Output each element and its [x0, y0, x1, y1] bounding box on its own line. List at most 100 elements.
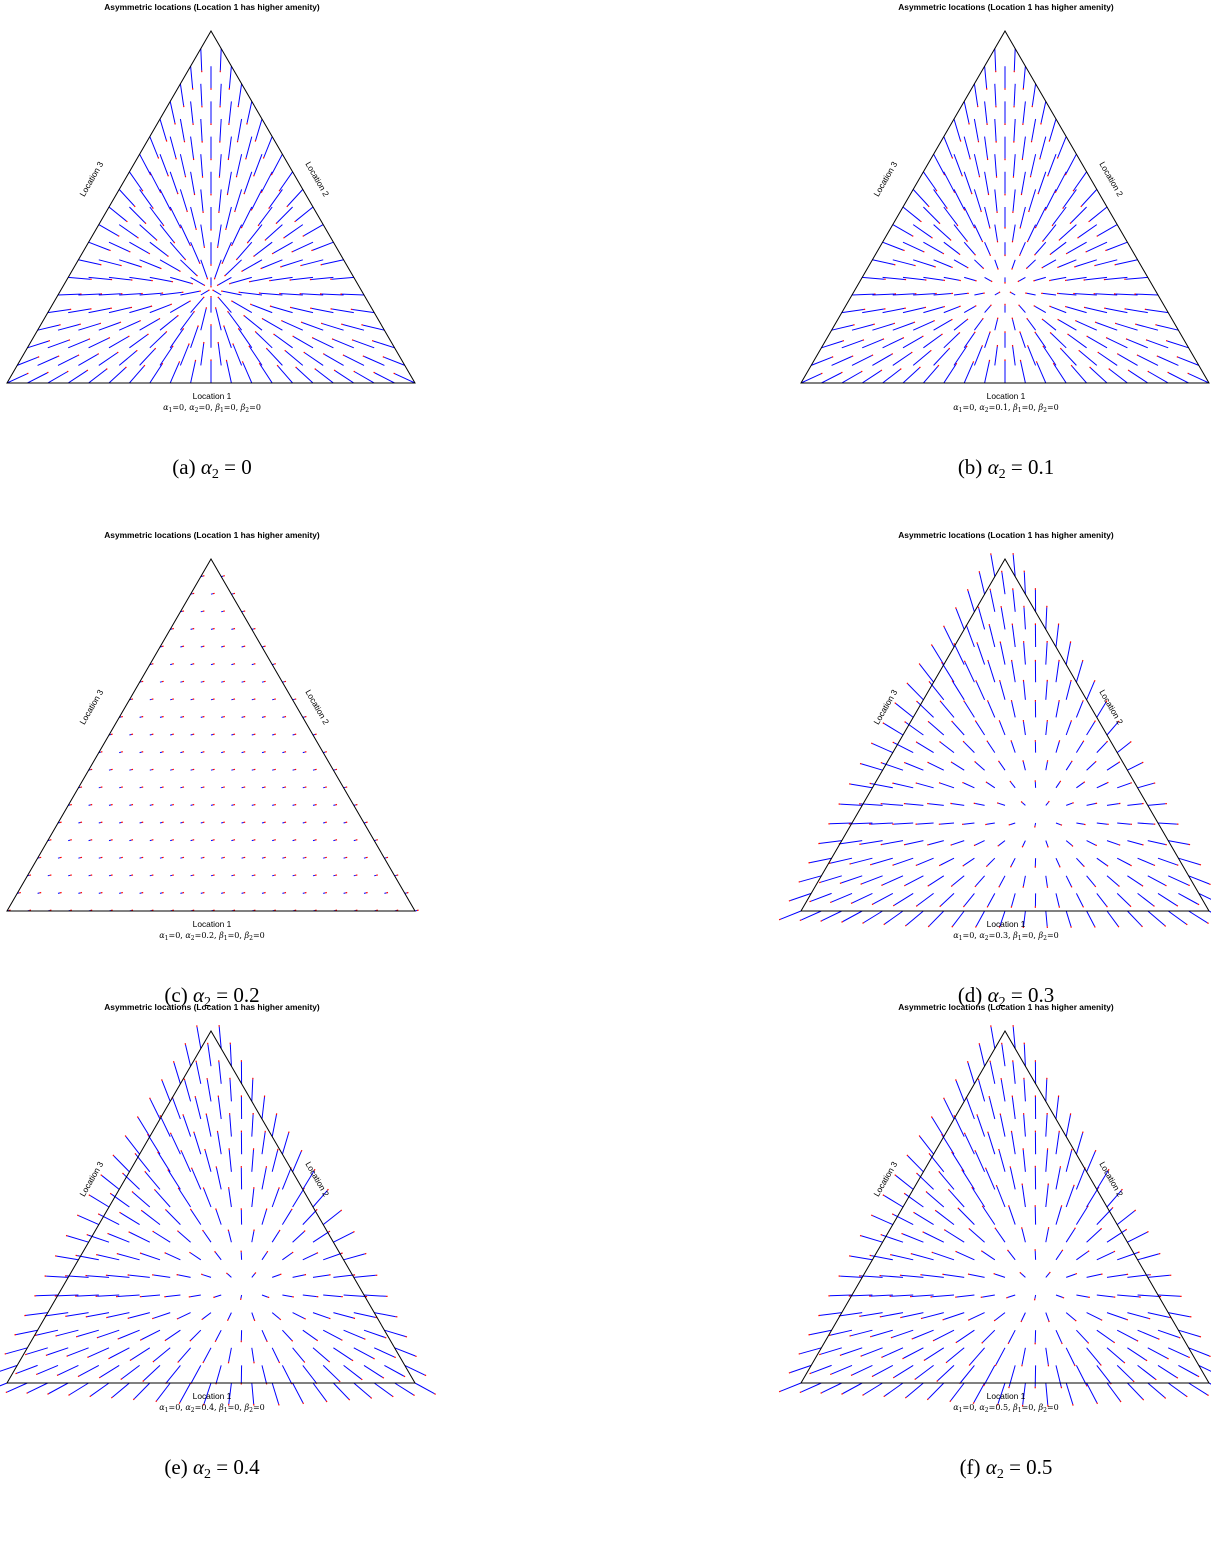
flow-vector-tip: [1157, 1338, 1160, 1340]
flow-vector: [89, 1195, 110, 1208]
flow-vector: [1178, 1329, 1200, 1337]
flow-vector: [809, 857, 832, 864]
flow-vector-tip: [1097, 351, 1100, 354]
flow-vector-tip: [974, 1150, 977, 1152]
flow-vector-tip: [1065, 305, 1067, 308]
simplex-triangle: [800, 558, 1210, 912]
flow-vector-tip: [951, 680, 954, 683]
flow-vector: [1076, 320, 1098, 331]
flow-vector-tip: [947, 1188, 950, 1192]
flow-vector: [221, 681, 224, 683]
flow-vector-tip: [958, 331, 961, 334]
flow-vector: [25, 1312, 48, 1316]
flow-vector: [893, 857, 914, 866]
flow-vector: [973, 189, 982, 211]
flow-vector: [1011, 701, 1016, 718]
flow-vector: [153, 1231, 171, 1243]
flow-vector: [159, 751, 163, 754]
flow-vector: [1078, 224, 1098, 238]
flow-vector: [190, 361, 196, 384]
flow-vector-tip: [913, 1211, 916, 1214]
flow-vector-tip: [424, 1374, 427, 1377]
flow-vector: [282, 857, 285, 859]
flow-vector-tip: [136, 1116, 139, 1119]
flow-vector: [109, 1347, 130, 1359]
flow-vector: [1198, 1364, 1211, 1372]
flow-vector: [292, 804, 295, 806]
flow-vector: [108, 276, 131, 281]
flow-vector-tip: [1156, 355, 1159, 358]
flow-vector: [1178, 1364, 1198, 1377]
flow-vector: [1167, 910, 1187, 925]
flow-vector-tip: [1034, 226, 1037, 229]
flow-vector: [261, 857, 265, 859]
flow-vector: [292, 1274, 305, 1278]
flow-vector: [1147, 1312, 1170, 1318]
flow-vector: [228, 136, 232, 159]
flow-vector: [217, 1132, 222, 1155]
flow-vector-tip: [918, 366, 921, 369]
flow-vector: [895, 703, 914, 718]
flow-vector: [1096, 1365, 1111, 1384]
simplex-plot: [778, 1025, 1211, 1407]
flow-vector: [1010, 781, 1016, 789]
flow-vector: [831, 324, 854, 331]
flow-vector: [311, 307, 334, 314]
flow-vector: [929, 1154, 945, 1173]
flow-vector: [952, 1152, 965, 1173]
flow-vector: [1021, 1228, 1026, 1243]
flow-vector: [78, 353, 98, 366]
flow-vector-tip: [182, 1114, 184, 1116]
flow-vector: [241, 681, 244, 683]
flow-vector: [237, 118, 243, 141]
flow-vector: [994, 118, 997, 142]
flow-vector-tip: [945, 1361, 948, 1364]
vertex-label-location-1: Location 1: [192, 919, 232, 929]
flow-vector-tip: [1026, 345, 1029, 347]
flow-vector-tip: [860, 883, 863, 885]
vector-field: [6, 575, 419, 912]
flow-vector-tip: [254, 330, 257, 334]
flow-vector: [840, 840, 863, 845]
flow-vector: [98, 293, 121, 296]
flow-vector: [333, 338, 354, 349]
flow-vector: [1023, 642, 1026, 665]
flow-vector-tip: [870, 1214, 873, 1217]
flow-vector-tip: [1058, 238, 1061, 241]
flow-vector: [190, 171, 195, 194]
flow-vector: [180, 259, 197, 276]
flow-vector: [963, 136, 971, 159]
flow-vector-tip: [315, 1208, 318, 1211]
flow-vector: [1096, 822, 1108, 825]
flow-vector-tip: [188, 300, 191, 303]
flow-vector: [37, 892, 40, 894]
flow-vector: [271, 1382, 280, 1405]
flow-vector-tip: [152, 1360, 155, 1363]
flow-vector: [46, 1312, 69, 1317]
param-beta1: 0: [1028, 1403, 1034, 1412]
flow-vector: [108, 367, 126, 384]
flow-vector: [302, 892, 305, 894]
flow-vector: [384, 1329, 406, 1337]
flow-vector: [292, 1347, 305, 1362]
flow-vector-tip: [973, 331, 976, 334]
flow-vector: [139, 189, 153, 208]
flow-vector-tip: [124, 1135, 127, 1138]
flow-vector: [995, 1312, 1006, 1321]
flow-vector: [190, 874, 193, 877]
flow-vector-tip: [226, 1319, 229, 1322]
flow-vector: [1076, 857, 1084, 866]
flow-vector-tip: [1019, 1271, 1022, 1274]
flow-vector-tip: [68, 339, 71, 341]
flow-vector: [1095, 259, 1118, 266]
flow-vector: [819, 1312, 842, 1316]
flow-vector-tip: [215, 1208, 217, 1211]
flow-vector: [1147, 339, 1169, 349]
flow-vector-tip: [902, 249, 905, 252]
flow-vector: [978, 608, 986, 630]
flow-vector-tip: [862, 1393, 865, 1396]
flow-vector-tip: [974, 305, 977, 307]
flow-vector-tip: [169, 1132, 172, 1135]
flow-vector-tip: [1165, 340, 1168, 342]
flow-vector: [1146, 309, 1169, 314]
